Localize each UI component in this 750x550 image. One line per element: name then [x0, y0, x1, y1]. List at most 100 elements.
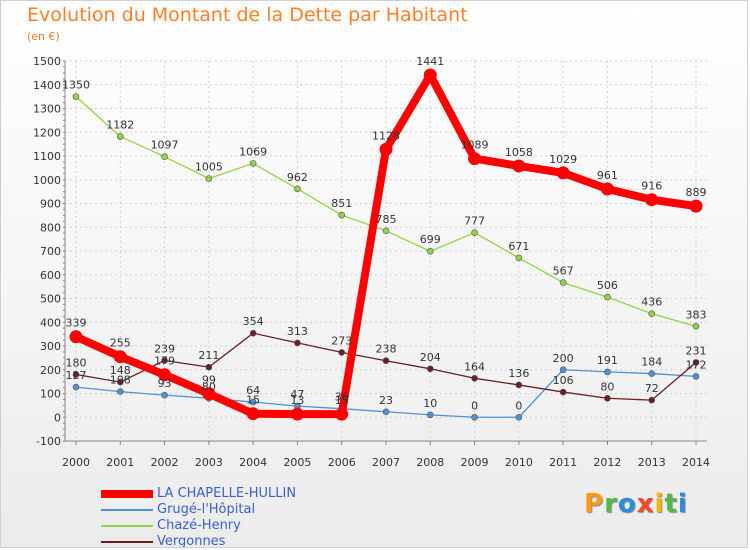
legend-swatch [101, 541, 153, 543]
data-label-gruge-l-hopital: 80 [202, 380, 216, 393]
x-tick-label: 2004 [239, 456, 267, 469]
y-tick-label: 1200 [33, 126, 61, 139]
data-point-chaze-henry [559, 279, 567, 286]
data-label-gruge-l-hopital: 200 [553, 352, 574, 365]
data-label-chaze-henry: 699 [420, 233, 441, 246]
data-point-la-chapelle-hullin [468, 152, 482, 166]
proxiti-logo: Proxiti [584, 489, 688, 519]
chart-title: Evolution du Montant de la Dette par Hab… [27, 4, 468, 26]
x-tick-label: 2005 [283, 456, 311, 469]
data-label-gruge-l-hopital: 93 [158, 377, 172, 390]
data-label-vergonnes: 273 [331, 334, 352, 347]
legend-label: Vergonnes [157, 534, 226, 548]
y-tick-label: 800 [40, 221, 61, 234]
data-point-gruge-l-hopital [604, 368, 611, 376]
data-label-gruge-l-hopital: 184 [641, 356, 662, 369]
data-label-gruge-l-hopital: 36 [335, 391, 349, 404]
y-tick-label: 1000 [33, 174, 61, 187]
data-point-gruge-l-hopital [382, 408, 390, 416]
data-label-gruge-l-hopital: 0 [515, 399, 522, 412]
y-tick-label: -100 [36, 435, 61, 448]
data-point-chaze-henry [116, 133, 124, 140]
data-point-chaze-henry [249, 160, 257, 167]
data-label-vergonnes: 354 [243, 315, 264, 328]
data-label-chaze-henry: 777 [464, 215, 485, 228]
data-label-chaze-henry: 851 [331, 197, 352, 210]
data-point-la-chapelle-hullin [512, 159, 526, 173]
y-tick-label: 700 [40, 245, 61, 258]
data-label-gruge-l-hopital: 10 [423, 397, 437, 410]
data-label-vergonnes: 231 [686, 344, 707, 357]
data-point-vergonnes [338, 349, 346, 356]
y-tick-label: 900 [40, 198, 61, 211]
data-label-vergonnes: 238 [376, 343, 397, 356]
data-point-la-chapelle-hullin [379, 142, 393, 156]
data-point-gruge-l-hopital [692, 373, 700, 380]
data-point-gruge-l-hopital [116, 388, 124, 395]
data-label-chaze-henry: 436 [641, 296, 662, 309]
data-point-vergonnes [72, 371, 80, 378]
data-point-vergonnes [116, 378, 124, 386]
data-point-vergonnes [382, 357, 390, 365]
data-label-la-chapelle-hullin: 255 [110, 337, 131, 350]
x-tick-label: 2012 [593, 456, 621, 469]
data-point-vergonnes [294, 339, 301, 347]
legend-swatch [101, 490, 153, 498]
data-point-chaze-henry [382, 227, 390, 235]
data-label-chaze-henry: 962 [287, 171, 308, 184]
data-label-gruge-l-hopital: 172 [686, 358, 707, 371]
y-tick-label: 300 [40, 340, 61, 353]
data-label-chaze-henry: 1182 [106, 119, 134, 132]
data-point-gruge-l-hopital [559, 366, 567, 374]
data-label-chaze-henry: 1097 [151, 139, 179, 152]
data-label-la-chapelle-hullin: 99 [202, 374, 216, 387]
data-label-chaze-henry: 785 [376, 213, 397, 226]
legend-label: LA CHAPELLE-HULLIN [157, 486, 297, 501]
y-tick-label: 600 [40, 269, 61, 282]
data-label-vergonnes: 148 [110, 364, 131, 377]
data-point-vergonnes [205, 363, 213, 371]
data-label-vergonnes: 136 [508, 367, 529, 380]
data-label-la-chapelle-hullin: 15 [246, 394, 260, 407]
data-label-gruge-l-hopital: 191 [597, 354, 618, 367]
data-label-la-chapelle-hullin: 179 [154, 355, 175, 368]
data-point-chaze-henry [648, 310, 656, 318]
data-point-gruge-l-hopital [249, 398, 257, 406]
data-label-chaze-henry: 1005 [195, 161, 223, 174]
data-point-vergonnes [426, 365, 434, 373]
data-point-vergonnes [471, 374, 478, 382]
data-point-la-chapelle-hullin [69, 330, 83, 344]
data-label-la-chapelle-hullin: 13 [290, 394, 304, 407]
data-label-vergonnes: 106 [553, 374, 574, 387]
data-point-chaze-henry [426, 247, 434, 255]
data-point-gruge-l-hopital [648, 370, 656, 377]
data-point-chaze-henry [692, 322, 700, 330]
data-point-gruge-l-hopital [161, 391, 168, 399]
data-label-vergonnes: 204 [420, 351, 441, 364]
data-point-chaze-henry [294, 185, 301, 193]
y-tick-label: 1100 [33, 150, 61, 163]
legend-swatch [101, 509, 153, 511]
data-point-vergonnes [161, 357, 168, 364]
y-tick-label: 1300 [33, 103, 61, 116]
x-tick-label: 2002 [151, 456, 179, 469]
data-label-la-chapelle-hullin: 1058 [505, 146, 533, 159]
data-label-vergonnes: 211 [198, 349, 219, 362]
data-point-la-chapelle-hullin [290, 407, 304, 421]
data-point-la-chapelle-hullin [113, 350, 127, 364]
data-point-chaze-henry [471, 229, 478, 237]
x-tick-label: 2013 [638, 456, 666, 469]
data-point-chaze-henry [604, 293, 611, 301]
x-tick-label: 2000 [62, 456, 90, 469]
data-label-gruge-l-hopital: 127 [66, 369, 87, 382]
x-tick-label: 2014 [682, 456, 710, 469]
data-label-chaze-henry: 1069 [239, 145, 267, 158]
data-label-chaze-henry: 506 [597, 279, 618, 292]
data-point-la-chapelle-hullin [645, 193, 659, 207]
data-label-la-chapelle-hullin: 1128 [372, 129, 400, 142]
data-point-chaze-henry [72, 93, 80, 100]
data-label-gruge-l-hopital: 0 [471, 399, 478, 412]
data-label-la-chapelle-hullin: 13 [335, 394, 349, 407]
